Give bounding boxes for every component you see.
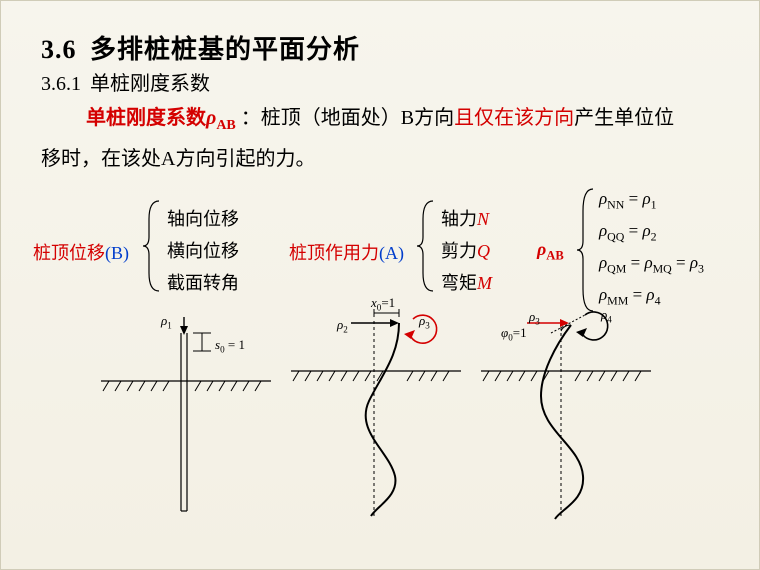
def-p2: 产生单位位 bbox=[574, 107, 674, 129]
left-brace bbox=[143, 199, 163, 293]
equation-2: ρQM = ρMQ = ρ3 bbox=[599, 253, 704, 276]
pile-diagram-2 bbox=[291, 301, 461, 541]
left-item-1: 横向位移 bbox=[167, 237, 239, 263]
subsection-number: 3.6.1 bbox=[41, 73, 81, 95]
def-hl: 且仅在该方向 bbox=[454, 107, 574, 129]
right-paren: (A) bbox=[379, 243, 404, 263]
pile2-rho2: ρ2 bbox=[337, 317, 348, 335]
rho-ab-label: ρAB bbox=[537, 239, 564, 264]
right-item-2: 弯矩M bbox=[441, 269, 492, 295]
section-title: 多排桩桩基的平面分析 bbox=[90, 35, 360, 64]
left-paren: (B) bbox=[105, 243, 129, 263]
pile3-rho3: ρ3 bbox=[529, 309, 540, 327]
def-colon: ： bbox=[241, 107, 261, 129]
pile3-phi0: φ0=1 bbox=[501, 325, 527, 343]
equations-brace bbox=[577, 187, 597, 313]
right-item-0: 轴力N bbox=[441, 205, 489, 231]
left-item-0: 轴向位移 bbox=[167, 205, 239, 231]
def-sub: AB bbox=[216, 118, 235, 133]
equation-0: ρNN = ρ1 bbox=[599, 189, 657, 212]
pile2-x0: x0=1 bbox=[371, 295, 395, 313]
subsection-heading: 3.6.1 单桩刚度系数 bbox=[41, 67, 210, 96]
equation-1: ρQQ = ρ2 bbox=[599, 221, 657, 244]
right-item-1: 剪力Q bbox=[441, 237, 490, 263]
pile1-s0: s0 = 1 bbox=[215, 337, 245, 355]
left-group-title: 桩顶位移(B) bbox=[33, 239, 129, 265]
right-brace bbox=[417, 199, 437, 293]
definition-text: 单桩刚度系数ρAB ：桩顶（地面处）B方向且仅在该方向产生单位位 移时，在该处A… bbox=[41, 99, 721, 178]
subsection-title: 单桩刚度系数 bbox=[90, 73, 210, 95]
def-symbol: ρ bbox=[206, 107, 216, 129]
pile-diagram-1 bbox=[101, 311, 271, 541]
section-number: 3.6 bbox=[41, 35, 77, 64]
pile1-rho: ρ1 bbox=[161, 313, 172, 331]
def-line2: 移时，在该处A方向引起的力。 bbox=[41, 148, 315, 170]
def-lead: 单桩刚度系数 bbox=[86, 107, 206, 129]
section-heading: 3.6 多排桩桩基的平面分析 bbox=[41, 29, 360, 66]
right-group-title: 桩顶作用力(A) bbox=[289, 239, 404, 265]
left-title: 桩顶位移 bbox=[33, 243, 105, 263]
right-title: 桩顶作用力 bbox=[289, 243, 379, 263]
def-p1: 桩顶（地面处）B方向 bbox=[261, 107, 454, 129]
pile3-rho4: ρ4 bbox=[601, 307, 612, 325]
left-item-2: 截面转角 bbox=[167, 269, 239, 295]
pile2-rho3: ρ3 bbox=[419, 313, 430, 331]
